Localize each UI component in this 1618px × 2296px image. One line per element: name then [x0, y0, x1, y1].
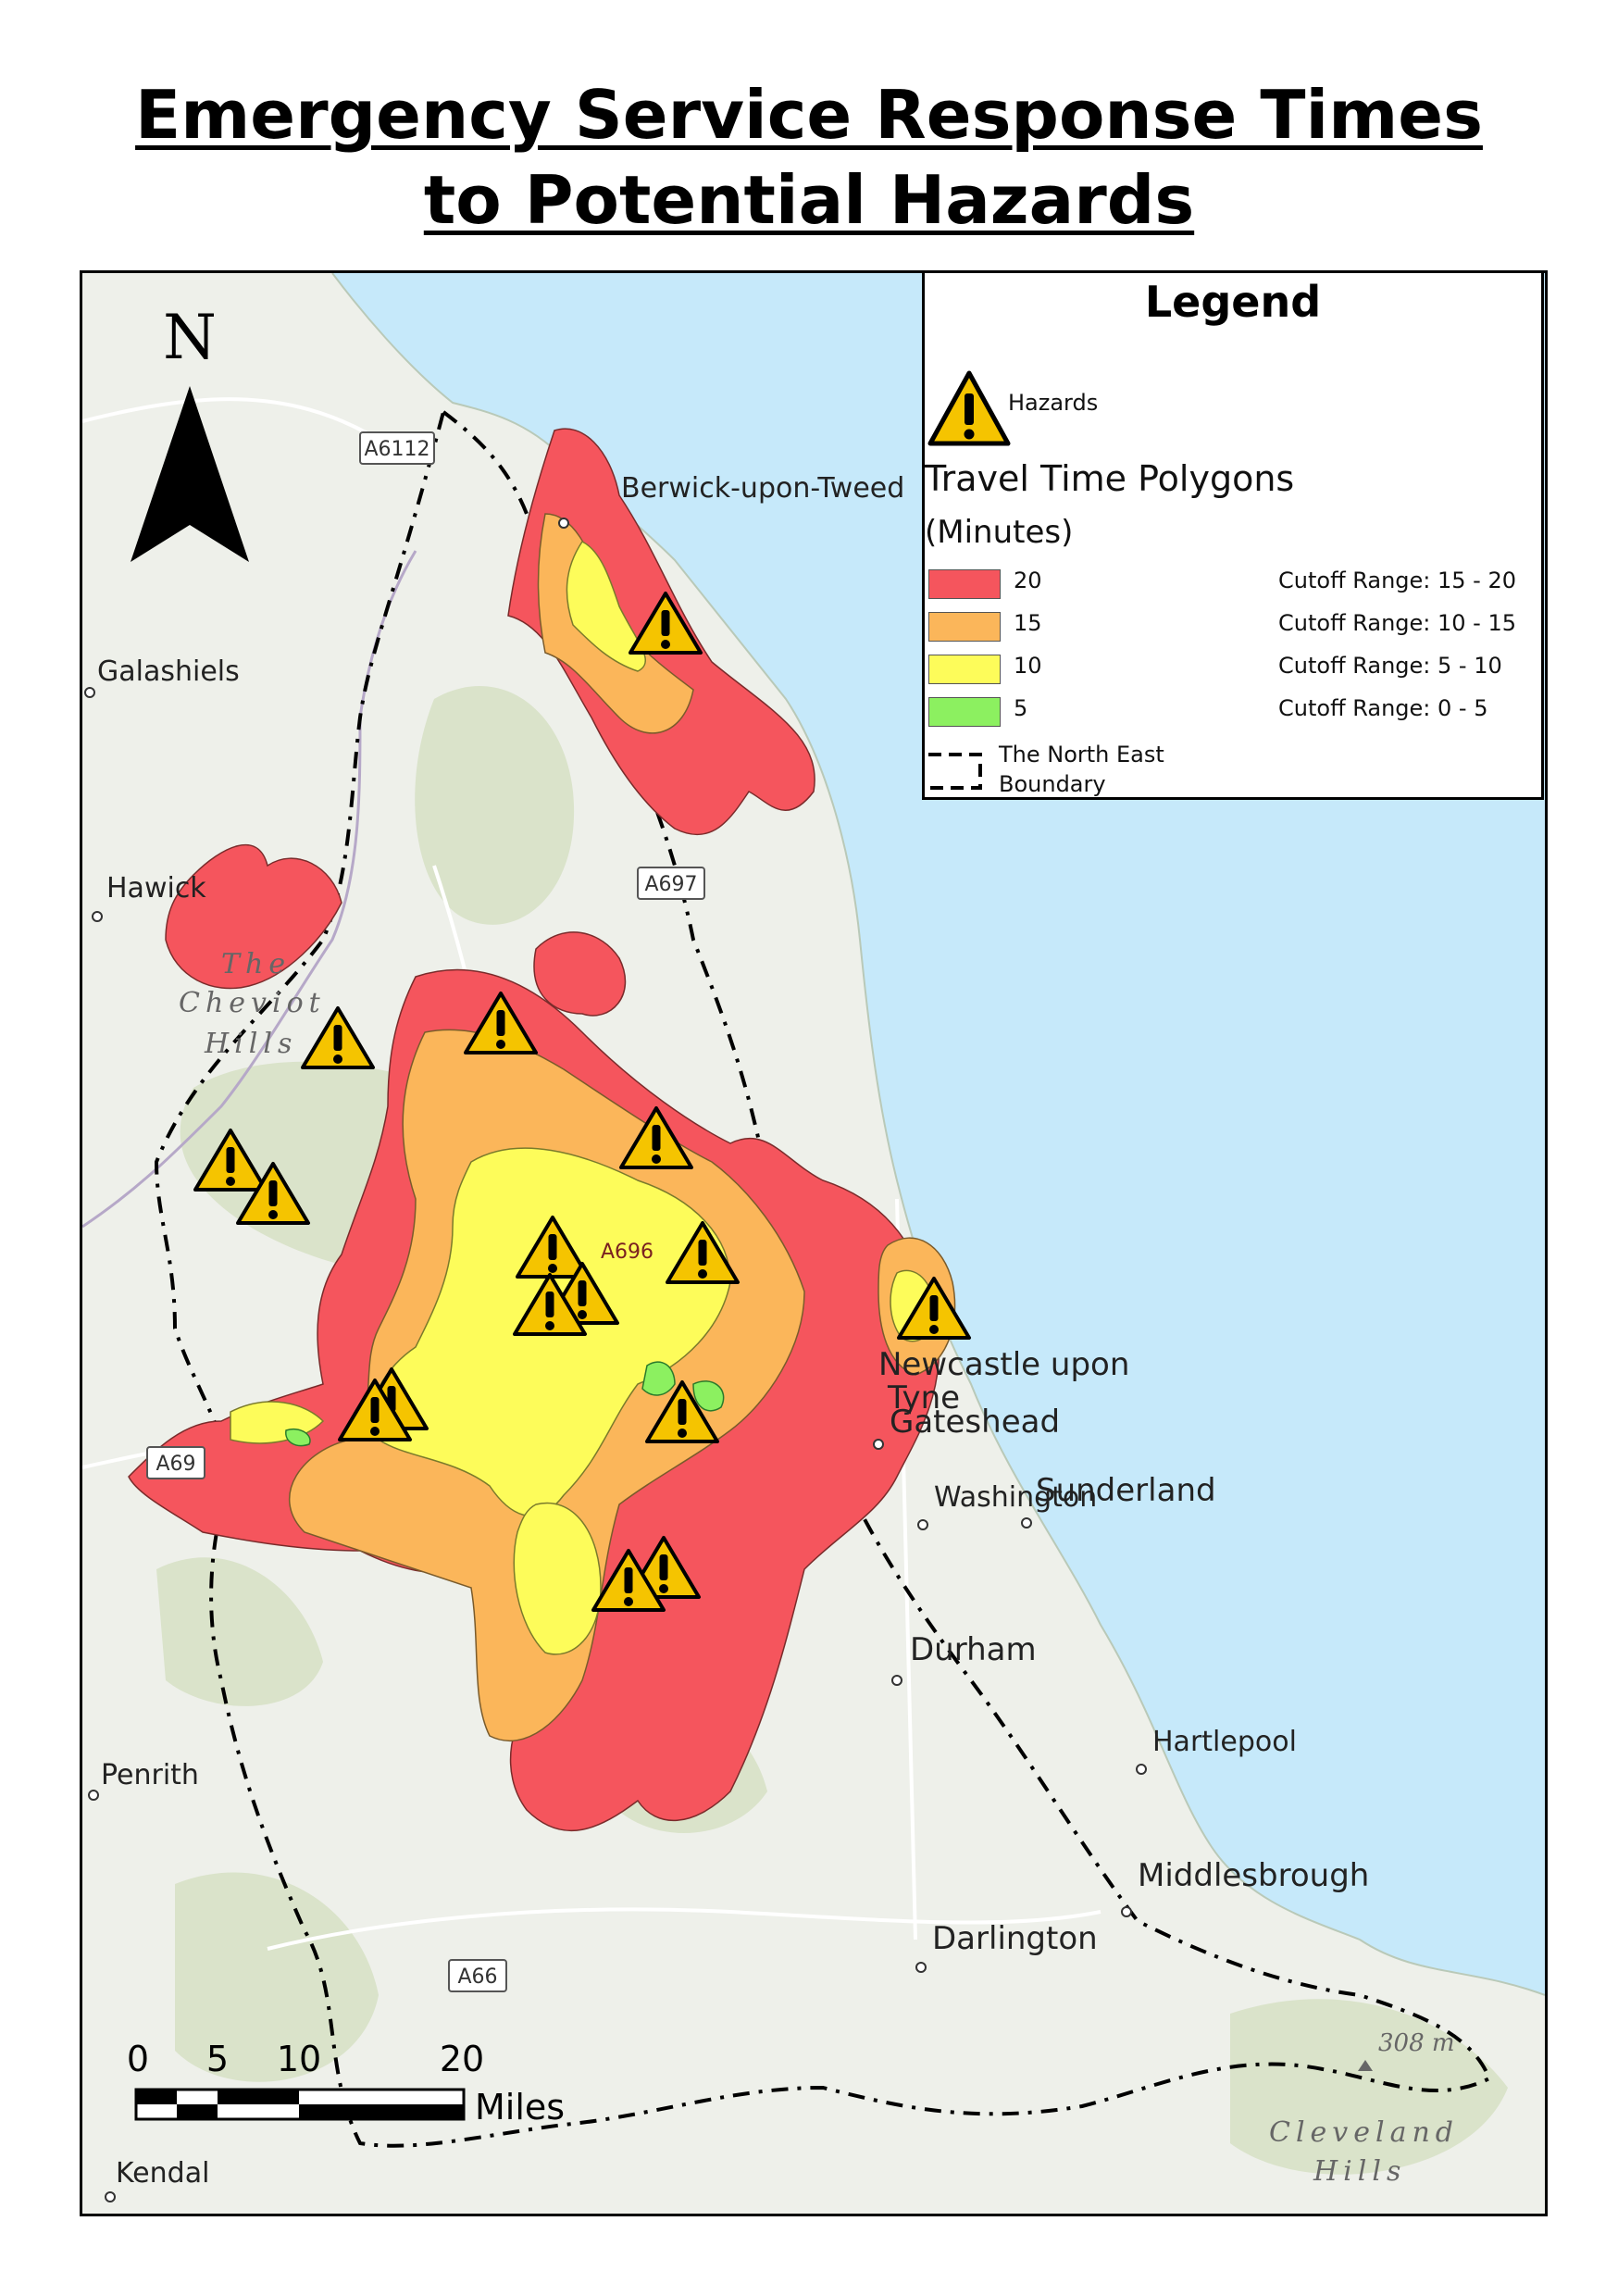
place-washington: Washington — [917, 1481, 1097, 1530]
place-labels: Berwick-upon-Tweed Galashiels Hawick New… — [84, 472, 1369, 2202]
legend-boundary-label-1: The North East — [999, 742, 1164, 767]
label-newcastle: Newcastle upon — [878, 1346, 1129, 1383]
legend-title: Legend — [1144, 277, 1322, 327]
label-washington: Washington — [934, 1481, 1097, 1514]
place-middlesbrough: Middlesbrough — [1121, 1857, 1369, 1917]
svg-text:A6112: A6112 — [364, 438, 429, 461]
label-berwick: Berwick-upon-Tweed — [621, 472, 904, 505]
shield-a697: A697 — [637, 867, 705, 900]
place-kendal: Kendal — [105, 2157, 209, 2202]
label-tyne: Tyne — [887, 1379, 960, 1416]
warning-triangle-icon — [927, 370, 1011, 446]
label-cleveland: Cleveland — [1269, 2116, 1459, 2149]
shield-a69: A69 — [146, 1446, 205, 1479]
national-border — [82, 550, 417, 1229]
legend-swatch-15 — [928, 612, 1001, 642]
title-line-1: Emergency Service Response Times — [135, 76, 1483, 154]
label-sunderland: Sunderland — [1036, 1472, 1216, 1509]
place-darlington: Darlington — [915, 1920, 1098, 1973]
svg-text:A69: A69 — [156, 1453, 195, 1476]
shield-a696: A696 — [601, 1241, 653, 1264]
legend-class-cutoff: Cutoff Range: 0 - 5 — [1278, 695, 1488, 721]
label-hartlepool: Hartlepool — [1152, 1726, 1297, 1758]
label-darlington: Darlington — [932, 1920, 1098, 1957]
svg-text:5: 5 — [206, 2039, 229, 2079]
legend-boundary-label-2: Boundary — [999, 771, 1106, 797]
label-hills-2: Hills — [1313, 2155, 1406, 2188]
svg-text:308 m: 308 m — [1378, 2029, 1455, 2057]
label-cheviot: Cheviot — [179, 987, 326, 1019]
legend-class-value: 15 — [1014, 610, 1042, 636]
north-arrow: N — [131, 302, 249, 562]
label-hawick: Hawick — [106, 872, 206, 905]
place-sunderland: Sunderland — [1021, 1472, 1216, 1529]
label-durham: Durham — [910, 1631, 1037, 1668]
legend-class-value: 20 — [1014, 568, 1042, 593]
scale-unit: Miles — [475, 2087, 565, 2128]
svg-text:10: 10 — [277, 2039, 321, 2079]
legend-class-cutoff: Cutoff Range: 15 - 20 — [1278, 568, 1517, 593]
legend-class-value: 5 — [1014, 695, 1028, 721]
shield-a66: A66 — [448, 1959, 507, 1992]
legend-polygons-unit: (Minutes) — [925, 514, 1074, 551]
place-berwick: Berwick-upon-Tweed — [558, 472, 904, 529]
place-hartlepool: Hartlepool — [1136, 1726, 1297, 1775]
legend-polygons-title: Travel Time Polygons — [925, 458, 1295, 499]
legend-class-value: 10 — [1014, 653, 1042, 679]
map-canvas[interactable]: Berwick-upon-Tweed Galashiels Hawick New… — [82, 273, 1545, 2214]
spot-height: 308 m — [1358, 2029, 1455, 2071]
north-east-boundary — [154, 408, 1492, 2148]
place-galashiels: Galashiels — [84, 655, 240, 698]
title-line-2: to Potential Hazards — [423, 161, 1195, 239]
north-label: N — [163, 302, 217, 373]
legend-swatch-5 — [928, 697, 1001, 727]
north-arrow-icon — [131, 386, 249, 562]
label-gateshead: Gateshead — [890, 1404, 1060, 1441]
legend-class-cutoff: Cutoff Range: 5 - 10 — [1278, 653, 1502, 679]
shield-a6112: A6112 — [359, 431, 435, 465]
label-penrith: Penrith — [101, 1759, 199, 1791]
label-kendal: Kendal — [116, 2157, 209, 2190]
legend-swatch-20 — [928, 569, 1001, 599]
svg-text:20: 20 — [440, 2039, 484, 2079]
svg-text:A697: A697 — [644, 873, 697, 896]
svg-text:0: 0 — [127, 2039, 149, 2079]
svg-text:A696: A696 — [601, 1241, 653, 1264]
label-the: The — [221, 948, 291, 980]
legend-panel: Legend Hazards Travel Time Polygons (Min… — [922, 270, 1544, 800]
label-galashiels: Galashiels — [97, 655, 240, 688]
legend-hazards-label: Hazards — [1008, 390, 1099, 416]
label-hills-1: Hills — [204, 1028, 297, 1060]
road-shields: A6112 A697 A696 A69 A66 — [146, 431, 705, 1992]
map-title: Emergency Service Response Times to Pote… — [0, 72, 1618, 243]
boundary-line-icon — [928, 753, 982, 790]
place-hawick: Hawick — [92, 872, 206, 922]
polygons-5-min — [285, 1361, 725, 1447]
svg-text:A66: A66 — [457, 1965, 497, 1989]
place-durham: Durham — [891, 1631, 1037, 1686]
place-penrith: Penrith — [88, 1759, 199, 1801]
scale-bar: 0 5 10 20 Miles — [127, 2039, 565, 2128]
terrain-labels: The Cheviot Hills Cleveland Hills 308 m — [179, 948, 1459, 2188]
place-gateshead: Gateshead — [873, 1404, 1060, 1450]
legend-swatch-10 — [928, 655, 1001, 684]
legend-class-cutoff: Cutoff Range: 10 - 15 — [1278, 610, 1517, 636]
label-middlesbrough: Middlesbrough — [1138, 1857, 1369, 1894]
